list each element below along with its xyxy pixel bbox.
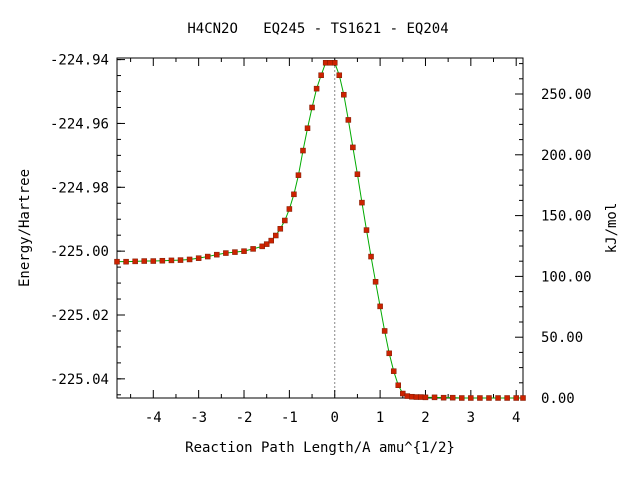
data-point xyxy=(263,241,270,247)
x-tick-label: -4 xyxy=(145,410,162,426)
data-point xyxy=(304,125,311,131)
data-point xyxy=(150,258,157,264)
y2-tick-label: 100.00 xyxy=(541,269,592,285)
data-point xyxy=(395,382,401,388)
data-point xyxy=(350,144,356,151)
data-point xyxy=(123,258,129,265)
y-tick-label: -225.02 xyxy=(50,308,109,324)
y2-tick-label: 150.00 xyxy=(541,209,592,225)
data-point xyxy=(431,394,438,401)
data-point xyxy=(204,253,211,260)
data-point xyxy=(214,251,220,258)
data-point xyxy=(291,191,297,198)
data-point xyxy=(520,395,526,401)
x-tick-label: -1 xyxy=(281,410,298,426)
y-tick-label: -224.96 xyxy=(50,116,109,132)
data-point xyxy=(132,258,138,265)
data-point xyxy=(159,257,166,264)
x-tick-label: 4 xyxy=(512,410,520,426)
data-point xyxy=(486,395,492,401)
x-tick-label: 0 xyxy=(331,410,339,426)
y-tick-label: -224.98 xyxy=(50,180,109,196)
axis-ticks xyxy=(117,58,523,399)
data-point xyxy=(440,394,447,401)
data-point xyxy=(468,395,474,401)
x-tick-label: 3 xyxy=(467,410,475,426)
data-point xyxy=(250,246,256,252)
x-axis-label: Reaction Path Length/A amu^{1/2} xyxy=(185,440,455,456)
y2-tick-label: 250.00 xyxy=(541,87,592,103)
data-point xyxy=(300,147,306,154)
axis-tick-labels: -4 -3 -2 -1 0 1 2 3 4 -224.94 -224.96 -224.98 -225.0… xyxy=(50,53,592,426)
data-point xyxy=(345,117,352,123)
data-point xyxy=(381,328,388,334)
y-tick-label: -225.00 xyxy=(50,244,109,260)
data-point xyxy=(223,250,229,256)
data-point xyxy=(114,258,120,265)
data-point xyxy=(322,60,329,66)
y-tick-label: -224.94 xyxy=(50,53,109,69)
y-tick-label: -225.04 xyxy=(50,372,109,388)
data-point xyxy=(168,257,175,264)
data-point xyxy=(372,279,379,285)
data-point xyxy=(331,60,338,66)
data-point xyxy=(422,394,429,401)
data-point xyxy=(327,60,333,66)
data-point xyxy=(186,256,193,263)
data-point xyxy=(459,395,465,401)
series-line xyxy=(117,62,523,399)
y2-tick-label: 200.00 xyxy=(541,148,592,164)
data-point xyxy=(313,85,320,92)
data-point xyxy=(286,206,293,212)
data-point xyxy=(504,395,510,401)
data-point xyxy=(404,393,411,399)
data-point xyxy=(232,249,238,255)
data-point xyxy=(495,395,501,401)
y-axis-label: Energy/Hartree xyxy=(17,169,33,287)
data-point xyxy=(282,217,288,224)
data-point xyxy=(418,394,424,400)
data-point xyxy=(277,226,284,232)
plot-frame xyxy=(116,57,524,399)
data-point xyxy=(386,350,392,357)
data-point xyxy=(195,255,202,261)
data-point xyxy=(141,258,147,264)
chart-title: H4CN2O EQ245 - TS1621 - EQ204 xyxy=(187,21,448,37)
data-point xyxy=(400,390,406,397)
data-points xyxy=(114,60,526,401)
data-point xyxy=(318,72,324,78)
data-point xyxy=(368,253,374,260)
y2-tick-label: 50.00 xyxy=(541,330,583,346)
data-point xyxy=(449,394,456,401)
data-point xyxy=(390,368,397,374)
data-point xyxy=(177,257,184,263)
x-tick-label: 2 xyxy=(421,410,429,426)
data-point xyxy=(336,72,343,78)
y2-tick-label: 0.00 xyxy=(541,391,575,407)
y2-axis-label: kJ/mol xyxy=(604,203,620,254)
data-point xyxy=(477,395,483,401)
data-point xyxy=(341,91,347,98)
data-point xyxy=(241,248,247,254)
data-point xyxy=(359,199,365,206)
data-point xyxy=(363,227,370,233)
data-point xyxy=(377,303,383,310)
data-point xyxy=(513,395,519,401)
data-point xyxy=(268,237,274,244)
data-point xyxy=(413,394,420,400)
x-tick-label: -3 xyxy=(190,410,207,426)
data-point xyxy=(273,232,279,239)
data-point xyxy=(354,171,361,177)
data-point xyxy=(409,393,415,400)
x-tick-label: 1 xyxy=(376,410,384,426)
data-point xyxy=(295,172,302,178)
data-point xyxy=(309,104,315,111)
data-point xyxy=(259,243,265,250)
x-tick-label: -2 xyxy=(236,410,253,426)
